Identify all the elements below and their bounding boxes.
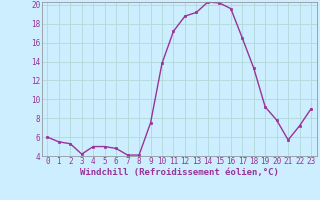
X-axis label: Windchill (Refroidissement éolien,°C): Windchill (Refroidissement éolien,°C) [80,168,279,177]
